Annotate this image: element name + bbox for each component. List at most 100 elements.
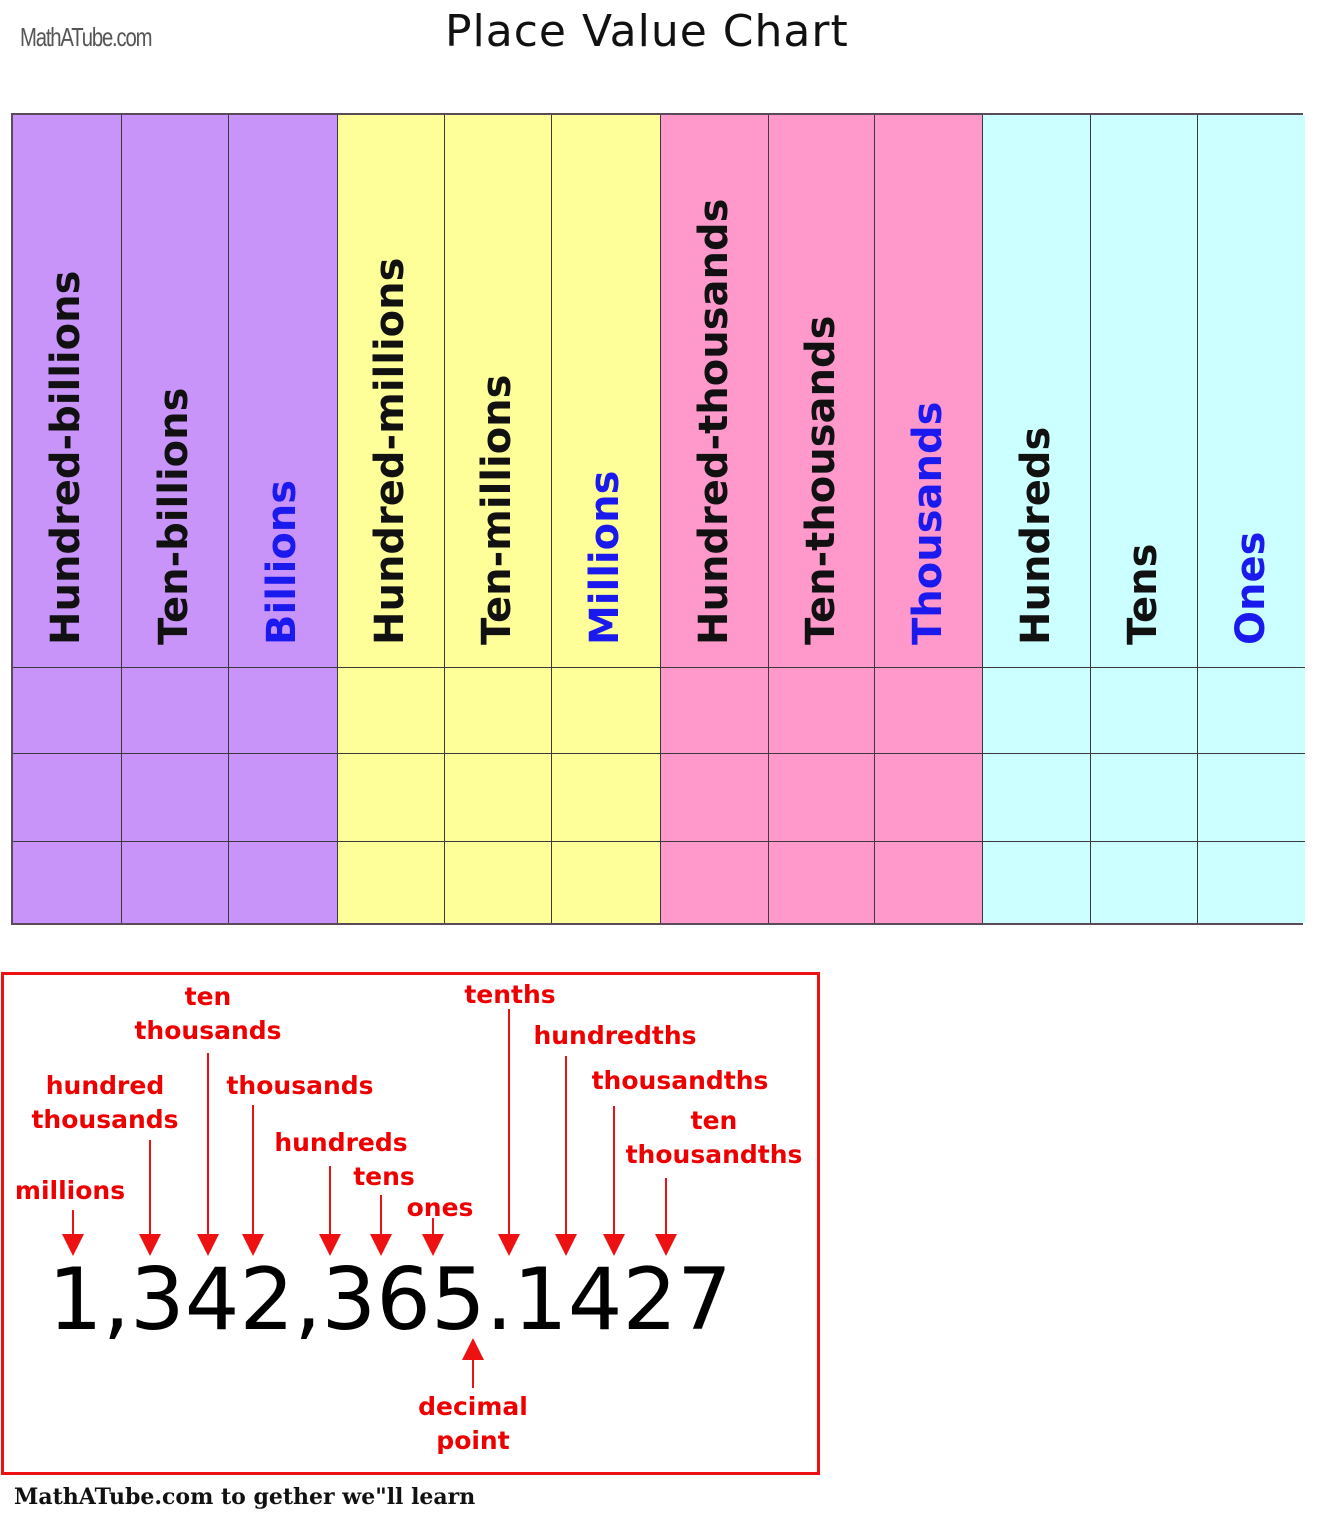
arrow-shaft [508, 1009, 510, 1236]
footer-tagline: MathATube.com to gether we"ll learn [14, 1484, 476, 1510]
arrow-down-icon [498, 1234, 520, 1256]
place-label-thousands: thousands [180, 1069, 420, 1103]
table-cell [13, 754, 121, 842]
table-cell [229, 754, 337, 842]
table-cell [13, 842, 121, 927]
place-column-ones: Ones [1198, 115, 1305, 923]
place-label-line: hundred [45, 1071, 165, 1100]
table-cell [769, 754, 874, 842]
table-cell [983, 754, 1090, 842]
table-cell [769, 842, 874, 927]
table-cell [983, 842, 1090, 927]
column-header-label: Millions [582, 470, 628, 645]
table-cell [875, 754, 982, 842]
table-cell [1091, 754, 1197, 842]
place-label-line: hundredths [533, 1021, 697, 1050]
place-label-line: ten [690, 1106, 738, 1135]
place-column-billions: Billions [229, 115, 338, 923]
table-cell [122, 668, 228, 754]
place-label-line: ten [184, 982, 232, 1011]
table-cell [445, 754, 551, 842]
column-header: Billions [229, 115, 337, 668]
column-header-label: Thousands [904, 401, 951, 645]
arrow-shaft [472, 1358, 474, 1388]
place-column-hundred-millions: Hundred-millions [338, 115, 445, 923]
column-header: Thousands [875, 115, 982, 668]
table-cell [875, 842, 982, 927]
page-title: Place Value Chart [445, 6, 849, 57]
place-label-line: thousands [134, 1016, 282, 1045]
table-cell [1091, 842, 1197, 927]
arrow-shaft [565, 1056, 567, 1236]
place-label-line: thousands [31, 1105, 179, 1134]
place-label-line: tenths [464, 980, 556, 1009]
table-cell [122, 842, 228, 927]
table-cell [1198, 668, 1305, 754]
column-header-label: Tens [1120, 543, 1166, 645]
column-header: Ones [1198, 115, 1305, 668]
table-cell [661, 754, 768, 842]
arrow-shaft [329, 1166, 331, 1236]
arrow-down-icon [603, 1234, 625, 1256]
table-cell [875, 668, 982, 754]
arrow-shaft [432, 1218, 434, 1236]
place-column-hundreds: Hundreds [983, 115, 1091, 923]
table-cell [983, 668, 1090, 754]
place-label-ten-thousandths: ten thousandths [594, 1104, 834, 1172]
place-label-line: ones [406, 1193, 474, 1222]
arrow-down-icon [655, 1234, 677, 1256]
place-column-ten-thousands: Ten-thousands [769, 115, 875, 923]
arrow-down-icon [422, 1234, 444, 1256]
column-header-label: Hundreds [1012, 426, 1059, 645]
column-header: Ten-millions [445, 115, 551, 668]
decimal-point-label-line: point [436, 1426, 510, 1455]
column-header: Ten-thousands [769, 115, 874, 668]
place-label-ten-thousands: ten thousands [88, 980, 328, 1048]
table-cell [661, 668, 768, 754]
place-label-hundred-thousands: hundred thousands [0, 1069, 225, 1137]
place-column-tens: Tens [1091, 115, 1198, 923]
arrow-shaft [380, 1195, 382, 1236]
arrow-down-icon [139, 1234, 161, 1256]
arrow-down-icon [370, 1234, 392, 1256]
arrow-shaft [72, 1210, 74, 1236]
table-cell [769, 668, 874, 754]
arrow-shaft [613, 1106, 615, 1236]
table-cell [661, 842, 768, 927]
table-cell [445, 842, 551, 927]
table-cell [552, 842, 660, 927]
column-header-label: Ones [1227, 531, 1274, 645]
column-header-label: Hundred-billions [43, 270, 89, 645]
column-header-label: Billions [259, 479, 305, 645]
table-cell [445, 668, 551, 754]
column-header-label: Hundred-millions [367, 257, 413, 645]
place-column-hundred-billions: Hundred-billions [13, 115, 122, 923]
column-header-label: Ten-thousands [797, 315, 844, 645]
table-cell [338, 754, 444, 842]
column-header: Tens [1091, 115, 1197, 668]
column-header-label: Hundred-thousands [690, 198, 737, 645]
decimal-point-label-line: decimal [418, 1392, 528, 1421]
place-column-hundred-thousands: Hundred-thousands [661, 115, 769, 923]
arrow-down-icon [319, 1234, 341, 1256]
place-label-millions: millions [0, 1174, 190, 1208]
place-column-ten-millions: Ten-millions [445, 115, 552, 923]
place-column-ten-billions: Ten-billions [122, 115, 229, 923]
place-label-line: hundreds [274, 1128, 408, 1157]
place-label-hundreds: hundreds [221, 1126, 461, 1160]
arrow-down-icon [242, 1234, 264, 1256]
table-cell [338, 842, 444, 927]
column-header: Hundreds [983, 115, 1090, 668]
place-label-line: thousandths [591, 1066, 769, 1095]
table-cell [229, 842, 337, 927]
table-cell [552, 668, 660, 754]
place-label-ones: ones [320, 1191, 560, 1225]
table-cell [122, 754, 228, 842]
column-header-label: Ten-millions [474, 374, 520, 645]
brand-logo: MathATube.com [20, 22, 152, 52]
table-cell [1198, 842, 1305, 927]
place-column-millions: Millions [552, 115, 661, 923]
place-label-thousandths: thousandths [560, 1064, 800, 1098]
column-header: Hundred-thousands [661, 115, 768, 668]
column-header: Millions [552, 115, 660, 668]
